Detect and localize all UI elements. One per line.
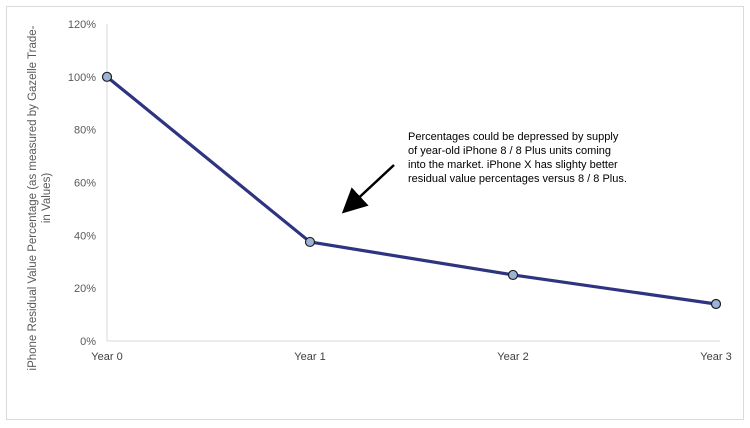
- y-axis-title: iPhone Residual Value Percentage (as mea…: [27, 25, 53, 370]
- x-tick-label: Year 1: [294, 351, 325, 363]
- data-point: [710, 298, 722, 310]
- y-tick-label: 20%: [74, 283, 96, 295]
- y-tick-label: 40%: [74, 230, 96, 242]
- y-tick-label: 0%: [80, 336, 96, 348]
- annotation-line-4: residual value percentages versus 8 / 8 …: [408, 173, 627, 185]
- y-tick-label: 80%: [74, 125, 96, 137]
- annotation-line-2: of year-old iPhone 8 / 8 Plus units comi…: [408, 145, 611, 157]
- data-point: [101, 71, 113, 82]
- x-tick-label: Year 3: [700, 351, 731, 363]
- annotation-arrow: [341, 164, 395, 214]
- series-line: [105, 75, 717, 306]
- y-axis-title-line-1: iPhone Residual Value Percentage (as mea…: [27, 25, 39, 370]
- data-point: [304, 236, 316, 248]
- y-tick-label: 60%: [74, 178, 96, 190]
- annotation-line-1: Percentages could be depressed by supply: [408, 131, 619, 143]
- x-tick-label: Year 2: [497, 351, 528, 363]
- annotation-line-3: into the market. iPhone X has slighty be…: [408, 159, 618, 171]
- annotation: Percentages could be depressed by supply…: [341, 131, 627, 214]
- x-tick-label: Year 0: [91, 351, 122, 363]
- chart-frame: [6, 6, 744, 420]
- y-axis-title-line-2: in Values): [41, 173, 53, 223]
- y-tick-label: 120%: [68, 19, 96, 31]
- data-point: [507, 269, 519, 281]
- y-tick-labels: 0% 20% 40% 60% 80% 100% 120%: [68, 19, 96, 348]
- data-points: [101, 71, 722, 310]
- x-tick-labels: Year 0 Year 1 Year 2 Year 3: [91, 351, 731, 363]
- y-tick-label: 100%: [68, 72, 96, 84]
